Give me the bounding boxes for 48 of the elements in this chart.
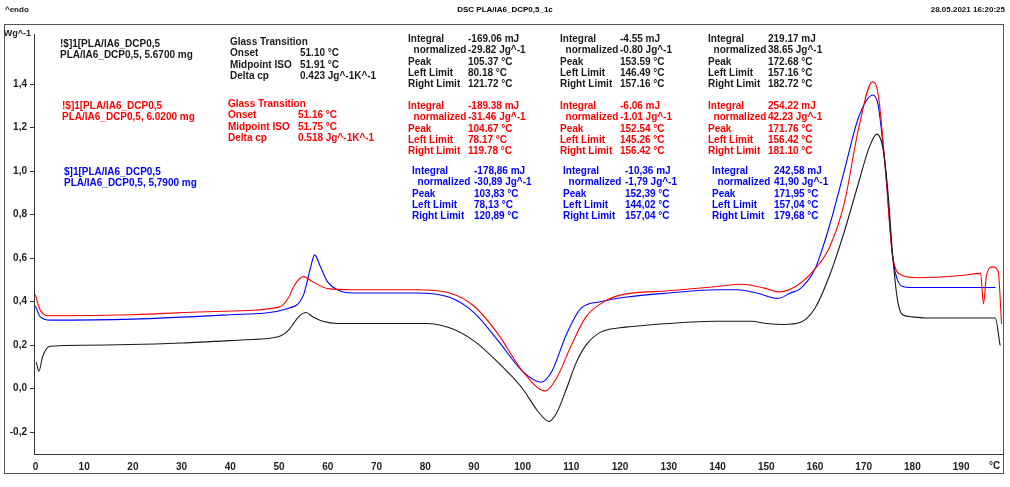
text: Integral 219.17 mJ normalized 38.65 Jg^-1 Peak 172.68 °C Left Limit 157.16 °C Right Limit 182.72 °C (708, 33, 823, 90)
y-tick-label: 0,4 (13, 295, 28, 307)
text: Integral -6.06 mJ normalized -1.01 Jg^-1 Peak 152.54 °C Left Limit 145.26 °C Right Limit 156.42 °C (560, 100, 672, 157)
y-tick-label: 0,6 (13, 251, 28, 263)
x-tick-label: 80 (419, 460, 432, 472)
text: Integral 254.22 mJ normalized 42.23 Jg^-1 Peak 171.76 °C Left Limit 156.42 °C Right Limit 181.10 °C (708, 100, 823, 157)
x-tick-label: 160 (806, 460, 824, 472)
text: Integral -4.55 mJ normalized -0.80 Jg^-1 Peak 153.59 °C Left Limit 146.49 °C Right Limit 157.16 °C (560, 33, 672, 90)
x-tick-label: 40 (224, 460, 237, 472)
x-tick-label: 170 (855, 460, 873, 472)
x-tick-label: 150 (757, 460, 776, 472)
y-tick-label: 0,8 (13, 208, 28, 220)
y-tick-label: 1,2 (13, 121, 28, 133)
text: Integral -178,86 mJ normalized -30,89 Jg^-1 Peak 103,83 °C Left Limit 78,13 °C Right Limit 120,89 °C (412, 165, 532, 222)
x-tick-label: 120 (611, 460, 629, 472)
text: !$]1[PLA/IA6_DCP0,5 PLA/IA6_DCP0,5, 6.0200 mg (62, 100, 195, 123)
y-tick-label: 0,0 (13, 382, 28, 394)
x-tick-label: 100 (514, 460, 532, 472)
text: Glass Transition Onset 51.16 °C Midpoint ISO 51.75 °C Delta cp 0.518 Jg^-1K^-1 (228, 98, 375, 143)
text: 28.05.2021 16:20:25 (930, 5, 1005, 14)
text: Glass Transition Onset 51.10 °C Midpoint ISO 51.91 °C Delta cp 0.423 Jg^-1K^-1 (230, 36, 377, 81)
x-tick-label: 90 (468, 460, 480, 472)
x-tick-label: 70 (370, 460, 383, 472)
x-tick-label: 190 (952, 460, 970, 472)
x-axis-title: °C (989, 460, 1001, 472)
x-tick-label: 10 (78, 460, 91, 472)
line-series (35, 133, 1001, 422)
x-tick-label: 30 (176, 460, 188, 472)
x-tick-label: 50 (273, 460, 286, 472)
y-tick-label: 1,4 (13, 77, 28, 89)
text: $]1[PLA/IA6_DCP0,5 PLA/IA6_DCP0,5, 5,7900 mg (64, 166, 197, 189)
y-tick-label: 0,2 (13, 338, 28, 350)
text: Integral -10,36 mJ normalized -1,79 Jg^-1 Peak 152,39 °C Left Limit 144,02 °C Right Limit 157,04 °C (563, 165, 677, 222)
x-tick-label: 110 (563, 460, 580, 472)
text: Integral -169.06 mJ normalized -29.82 Jg^-1 Peak 105.37 °C Left Limit 80.18 °C Right Limit 121.72 °C (408, 33, 526, 90)
x-tick-label: 20 (127, 460, 139, 472)
x-tick-label: 130 (660, 460, 678, 472)
text: !$]1[PLA/IA6_DCP0,5 PLA/IA6_DCP0,5, 5.6700 mg (60, 38, 193, 61)
y-tick-label: 1,0 (13, 164, 28, 176)
x-tick-label: 60 (322, 460, 334, 472)
x-tick-label: 140 (709, 460, 727, 472)
x-tick-label: 180 (904, 460, 922, 472)
text: Integral -189.38 mJ normalized -31.46 Jg^-1 Peak 104.67 °C Left Limit 78.17 °C Right Limit 119.78 °C (408, 100, 526, 157)
text: ^endo (5, 5, 29, 14)
text: Integral 242,58 mJ normalized 41,90 Jg^-1 Peak 171,95 °C Left Limit 157,04 °C Right Limit 179,68 °C (712, 165, 829, 222)
x-tick-label: 0 (32, 460, 39, 472)
y-tick-label: -0,2 (9, 425, 28, 437)
chart-title: DSC PLA/IA6_DCP0,5_1c (457, 5, 553, 14)
